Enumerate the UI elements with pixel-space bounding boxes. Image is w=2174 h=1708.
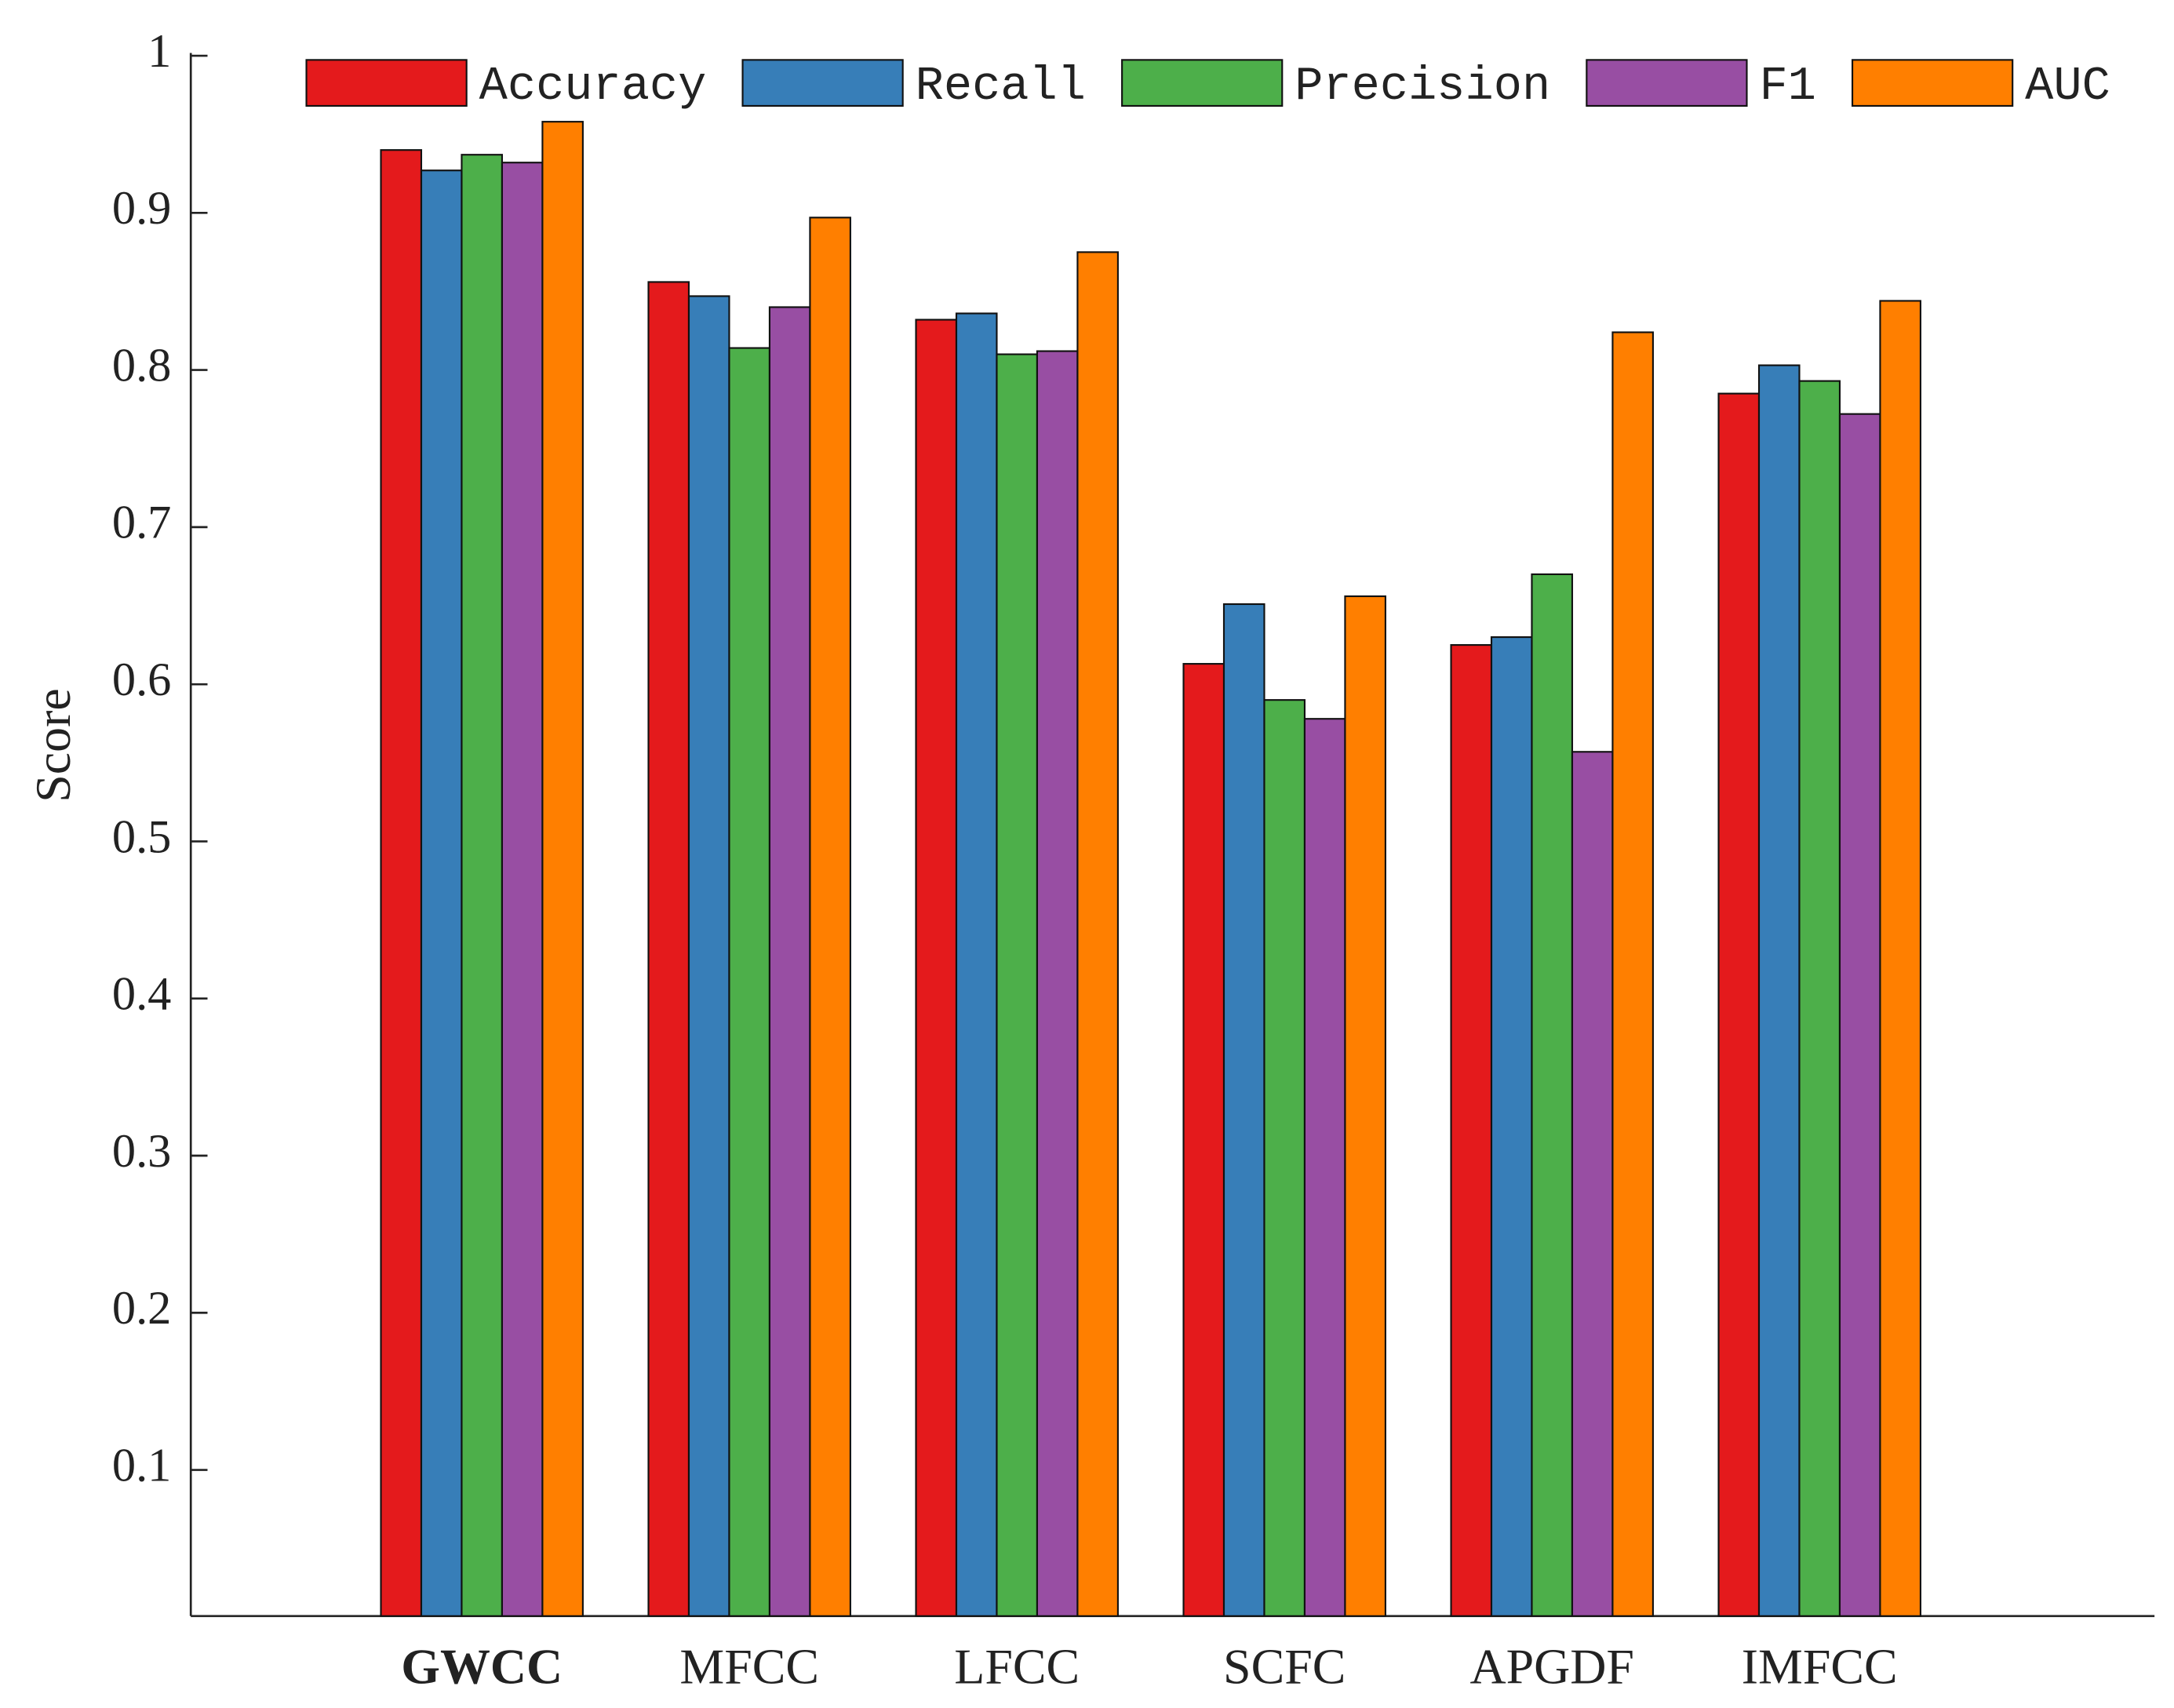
y-tick-label: 1	[147, 25, 171, 78]
bar	[1611, 331, 1654, 1617]
bar	[1076, 251, 1119, 1617]
bar	[1531, 573, 1574, 1617]
bar	[1450, 644, 1493, 1617]
y-tick-label: 0.4	[112, 968, 171, 1021]
legend-swatch	[305, 59, 468, 107]
legend-swatch	[1121, 59, 1284, 107]
x-tick-label: APGDF	[1469, 1638, 1634, 1694]
bar	[687, 295, 730, 1617]
bar	[1490, 635, 1533, 1617]
bar	[541, 121, 584, 1617]
bar	[1263, 699, 1306, 1617]
bar	[1303, 718, 1346, 1617]
bar	[1344, 595, 1386, 1617]
y-tick-label: 0.1	[112, 1439, 171, 1491]
x-tick-label: LFCC	[954, 1638, 1080, 1694]
bar	[501, 162, 544, 1617]
y-tick-label: 0.7	[112, 497, 171, 549]
bar	[1571, 751, 1614, 1617]
bar	[1838, 413, 1881, 1617]
legend-swatch	[1851, 59, 2014, 107]
bar	[647, 281, 690, 1617]
bar	[809, 217, 851, 1617]
bar	[1879, 300, 1921, 1617]
y-tick-label: 0.5	[112, 810, 171, 863]
bar	[1036, 350, 1079, 1617]
legend-swatch	[1586, 59, 1748, 107]
bar	[420, 169, 463, 1617]
bar	[380, 149, 423, 1617]
bar	[768, 306, 811, 1617]
y-tick-label: 0.6	[112, 654, 171, 706]
bar	[1798, 380, 1841, 1617]
y-tick-label: 0.8	[112, 339, 171, 391]
bar	[915, 319, 958, 1617]
bar	[955, 312, 998, 1617]
legend-label: F1	[1759, 60, 1815, 114]
bar	[1182, 663, 1225, 1617]
y-axis-label: Score	[25, 688, 81, 803]
bar	[1717, 392, 1761, 1617]
y-tick-label: 0.9	[112, 182, 171, 235]
legend-label: AUC	[2025, 60, 2110, 114]
bar	[996, 353, 1039, 1617]
y-tick-label: 0.2	[112, 1282, 171, 1335]
legend-swatch	[741, 59, 904, 107]
x-tick-label: MFCC	[679, 1638, 819, 1694]
y-tick-label: 0.3	[112, 1125, 171, 1178]
legend-label: Recall	[916, 60, 1086, 114]
bar	[728, 347, 771, 1617]
bar	[1222, 603, 1265, 1617]
bar	[461, 154, 504, 1617]
legend-label: Precision	[1295, 60, 1550, 114]
x-tick-label: SCFC	[1223, 1638, 1346, 1694]
legend-label: Accuracy	[479, 60, 707, 114]
x-tick-label: IMFCC	[1742, 1638, 1898, 1694]
bar	[1757, 364, 1801, 1617]
x-tick-label: GWCC	[401, 1638, 563, 1694]
